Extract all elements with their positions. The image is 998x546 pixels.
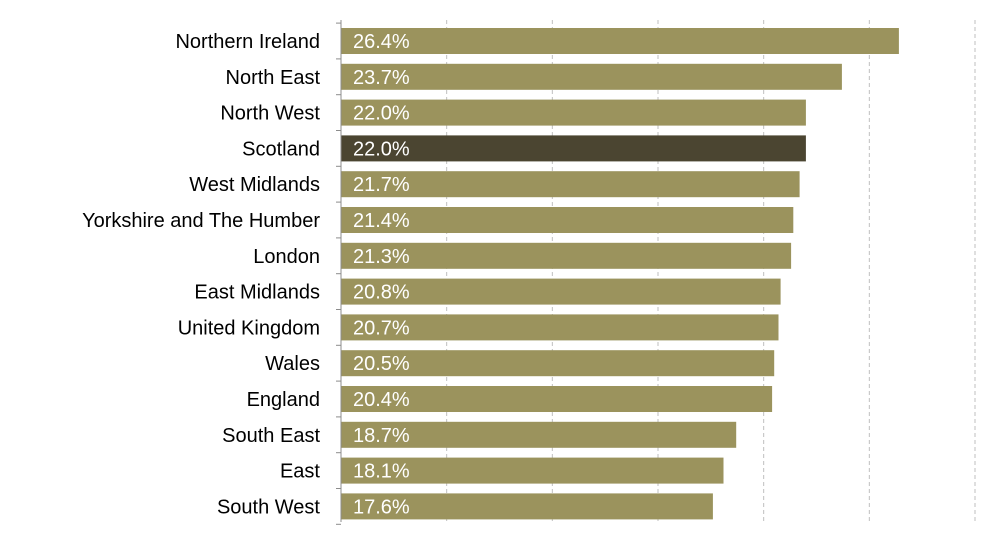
category-label-west-midlands: West Midlands [189,174,320,196]
bar-yorkshire-and-the-humber [341,207,794,233]
category-label-north-east: North East [226,67,321,89]
category-label-northern-ireland: Northern Ireland [175,31,320,53]
value-label-england: 20.4% [353,389,410,411]
value-label-east-midlands: 20.8% [353,282,410,304]
value-label-west-midlands: 21.7% [353,174,410,196]
axis [336,20,342,525]
value-label-east: 18.1% [353,461,410,483]
value-label-south-west: 17.6% [353,496,410,518]
category-label-east: East [280,461,320,483]
value-label-united-kingdom: 20.7% [353,317,410,339]
category-label-scotland: Scotland [242,138,320,160]
value-label-scotland: 22.0% [353,138,410,160]
value-label-south-east: 18.7% [353,425,410,447]
bar-east [341,457,724,484]
category-labels: Northern Ireland North East North West Scot… [82,31,320,518]
bar-london [341,242,792,269]
category-label-south-west: South West [217,496,320,518]
value-label-wales: 20.5% [353,353,410,375]
category-label-united-kingdom: United Kingdom [178,317,320,339]
bar-england [341,386,773,412]
value-labels: 26.4% 23.7% 22.0% 22.0% 21.7% 21.4% 21.3% 20.8%… [353,31,410,518]
bars [341,28,899,520]
bar-scotland [341,135,806,162]
bar-wales [341,350,775,377]
value-label-north-east: 23.7% [353,67,410,89]
value-label-london: 21.3% [353,246,410,268]
category-label-london: London [253,246,320,268]
bar-united-kingdom [341,314,779,341]
bar-south-west [341,493,713,520]
bar-east-midlands [341,278,781,305]
category-label-east-midlands: East Midlands [194,282,320,304]
category-label-north-west: North West [220,103,320,125]
category-label-yorkshire-and-the-humber: Yorkshire and The Humber [82,210,320,232]
category-label-wales: Wales [265,353,320,375]
category-label-south-east: South East [222,425,320,447]
value-label-north-west: 22.0% [353,103,410,125]
bar-north-west [341,99,806,126]
bar-west-midlands [341,171,800,198]
value-label-northern-ireland: 26.4% [353,31,410,53]
value-label-yorkshire-and-the-humber: 21.4% [353,210,410,232]
bar-north-east [341,63,842,90]
category-label-england: England [247,389,320,411]
bar-northern-ireland [341,28,899,54]
bar-south-east [341,421,737,448]
